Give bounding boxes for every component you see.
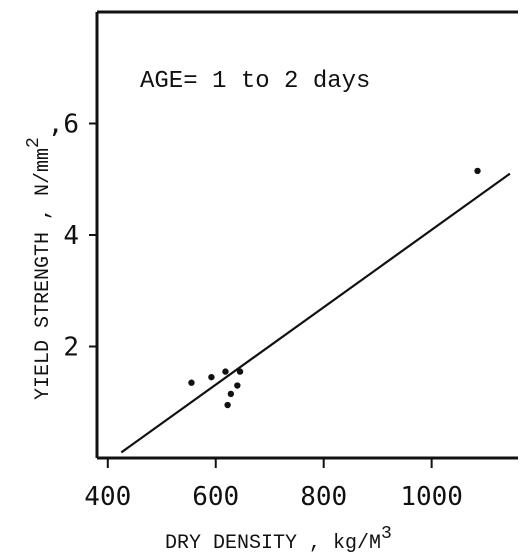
x-axis-title-text: DRY DENSITY , kg/M (165, 532, 381, 555)
y-tick-label: 2 (63, 333, 79, 363)
data-point (222, 368, 229, 375)
y-tick-label: ,6 (48, 110, 79, 140)
y-axis-title-text: YIELD STRENGTH , N/mm (32, 148, 55, 400)
x-tick-label: 1000 (400, 482, 463, 512)
data-point-group (188, 167, 481, 409)
x-tick-label: 400 (84, 482, 131, 512)
fit-line (120, 172, 511, 454)
data-point (227, 390, 235, 398)
data-point (224, 401, 231, 409)
chart-annotation: AGE= 1 to 2 days (140, 68, 370, 95)
fit-line-group (120, 172, 511, 454)
tick-group (89, 122, 433, 468)
x-tick-label: 600 (192, 482, 239, 512)
data-point (208, 373, 215, 381)
x-axis-title: DRY DENSITY , kg/M3 (165, 524, 392, 555)
y-axis-title-superscript: 2 (24, 137, 44, 148)
y-tick-label: 4 (63, 221, 79, 251)
tick-label-group: 400 600 800 1000 2 4 ,6 (48, 110, 463, 513)
data-point (234, 382, 241, 389)
x-tick-label: 800 (300, 482, 347, 512)
x-axis-title-superscript: 3 (381, 524, 392, 544)
y-axis-title: YIELD STRENGTH , N/mm2 (24, 137, 55, 400)
data-point (188, 379, 195, 386)
data-point (236, 368, 244, 375)
data-point (474, 167, 481, 175)
